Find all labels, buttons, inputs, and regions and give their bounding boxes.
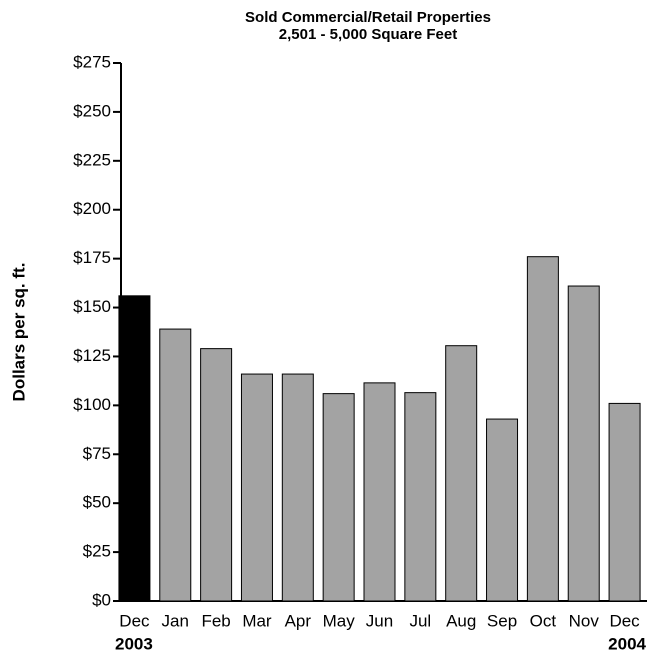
- bar: [159, 328, 192, 602]
- y-tick-label: $100: [73, 395, 111, 414]
- bar: [200, 348, 233, 602]
- x-tick-label: Jan: [162, 611, 189, 630]
- bar: [322, 393, 355, 602]
- y-tick-label: $0: [92, 590, 111, 609]
- bar: [486, 418, 519, 602]
- bar: [363, 382, 396, 602]
- x-tick-label: Dec: [609, 611, 640, 630]
- x-tick-label: Jul: [409, 611, 431, 630]
- y-tick-label: $275: [73, 52, 111, 71]
- y-tick-label: $125: [73, 346, 111, 365]
- bar: [608, 402, 641, 602]
- x-tick-label: May: [323, 611, 356, 630]
- chart-title: Sold Commercial/Retail Properties: [245, 9, 491, 26]
- bar: [445, 345, 478, 602]
- bar: [240, 373, 273, 602]
- x-tick-label: Dec: [119, 611, 150, 630]
- x-tick-label: Nov: [569, 611, 600, 630]
- x-tick-label: Aug: [446, 611, 476, 630]
- x-tick-label: Oct: [530, 611, 557, 630]
- year-label: 2003: [115, 634, 153, 653]
- bar: [526, 256, 559, 602]
- bar: [281, 373, 314, 602]
- x-tick-label: Mar: [242, 611, 272, 630]
- y-tick-label: $25: [83, 542, 111, 561]
- x-tick-label: Apr: [285, 611, 312, 630]
- x-tick-label: Feb: [201, 611, 230, 630]
- year-label: 2004: [608, 634, 646, 653]
- y-tick-label: $150: [73, 297, 111, 316]
- y-tick-label: $225: [73, 150, 111, 169]
- chart-subtitle: 2,501 - 5,000 Square Feet: [279, 26, 457, 43]
- x-tick-label: Sep: [487, 611, 517, 630]
- bar: [118, 295, 151, 602]
- y-axis-label: Dollars per sq. ft.: [9, 263, 28, 402]
- y-tick-label: $175: [73, 248, 111, 267]
- y-tick-label: $250: [73, 101, 111, 120]
- bar: [404, 392, 437, 602]
- y-tick-label: $200: [73, 199, 111, 218]
- bar: [567, 285, 600, 602]
- y-tick-label: $75: [83, 444, 111, 463]
- x-tick-label: Jun: [366, 611, 393, 630]
- y-tick-label: $50: [83, 493, 111, 512]
